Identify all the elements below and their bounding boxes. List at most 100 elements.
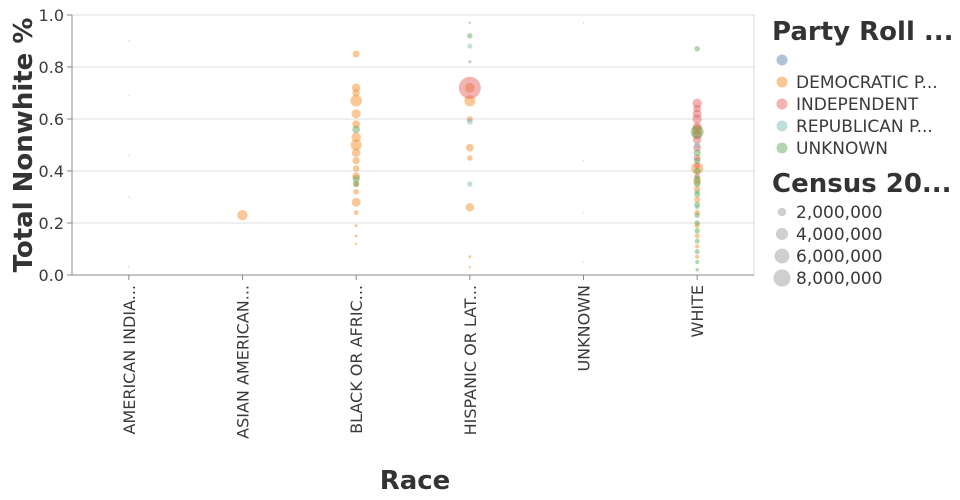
data-point xyxy=(467,155,473,161)
data-point xyxy=(127,266,130,269)
data-point xyxy=(692,129,702,140)
y-tick-label: 0.2 xyxy=(39,214,64,233)
data-point xyxy=(352,172,361,181)
data-point xyxy=(693,185,701,193)
data-point xyxy=(468,60,472,64)
data-point xyxy=(694,189,700,195)
data-point xyxy=(693,167,701,175)
color-legend-swatch xyxy=(776,98,788,110)
data-point xyxy=(693,177,702,186)
data-point xyxy=(692,98,702,109)
y-tick-label: 0.4 xyxy=(39,162,64,181)
color-legend-swatch xyxy=(776,76,788,88)
color-legend-label: UNKNOWN xyxy=(796,139,888,159)
data-point xyxy=(694,191,701,198)
data-point xyxy=(354,234,358,238)
data-point xyxy=(694,162,701,169)
size-legend-title: Census 20... xyxy=(772,169,952,199)
data-point xyxy=(127,154,130,157)
data-point xyxy=(466,115,473,123)
x-axis-title: Race xyxy=(380,466,451,496)
x-tick-label: WHITE xyxy=(688,285,707,337)
size-legend-swatch xyxy=(774,248,790,264)
x-tick-label: BLACK OR AFRIC... xyxy=(347,285,366,434)
data-point xyxy=(353,210,359,216)
data-point xyxy=(464,95,476,107)
data-point xyxy=(694,201,701,208)
data-point xyxy=(467,43,473,49)
data-point xyxy=(127,40,130,42)
data-point xyxy=(694,238,700,244)
data-point xyxy=(353,189,359,195)
x-tick-label: UNKNOWN xyxy=(575,285,594,372)
data-point xyxy=(354,242,358,246)
data-point xyxy=(468,265,472,269)
data-point xyxy=(467,33,473,39)
x-tick-label: ASIAN AMERICAN... xyxy=(234,285,253,439)
data-point xyxy=(237,209,248,221)
data-point xyxy=(693,180,701,188)
data-point xyxy=(582,261,585,263)
size-legend-label: 2,000,000 xyxy=(796,203,883,223)
data-point xyxy=(468,255,472,259)
data-point xyxy=(468,21,472,25)
data-point xyxy=(350,95,362,107)
y-tick-label: 1.0 xyxy=(39,6,64,25)
data-point xyxy=(127,94,130,97)
data-point xyxy=(694,196,701,203)
data-point xyxy=(695,259,700,265)
data-point xyxy=(693,104,702,113)
y-tick-label: 0.6 xyxy=(39,110,64,129)
data-point xyxy=(465,203,475,212)
data-points xyxy=(127,21,704,272)
color-legend-label: DEMOCRATIC P... xyxy=(796,73,938,93)
data-point xyxy=(353,180,360,188)
data-point xyxy=(695,254,700,259)
x-tick-label: AMERICAN INDIA... xyxy=(120,285,139,435)
data-point xyxy=(694,212,700,218)
data-point xyxy=(693,143,702,152)
x-tick-label: HISPANIC OR LAT... xyxy=(461,285,480,435)
data-point xyxy=(692,135,702,145)
data-point xyxy=(694,228,700,234)
data-point xyxy=(582,21,585,24)
data-point xyxy=(352,125,361,134)
data-point xyxy=(352,175,360,183)
color-legend-swatch xyxy=(776,120,788,132)
data-point xyxy=(467,181,473,187)
x-axis: AMERICAN INDIA... ASIAN AMERICAN... BLACK … xyxy=(72,274,754,439)
data-point xyxy=(692,109,702,119)
color-legend-label: REPUBLICAN P... xyxy=(796,117,933,137)
data-point xyxy=(690,125,704,139)
color-legend-label: INDEPENDENT xyxy=(796,95,919,115)
data-point xyxy=(693,154,701,162)
data-point xyxy=(694,249,700,255)
data-point xyxy=(351,197,361,207)
data-point xyxy=(694,223,700,229)
data-point xyxy=(458,76,481,99)
data-point xyxy=(352,120,361,129)
y-tick-label: 0.8 xyxy=(39,58,64,77)
data-point xyxy=(695,268,699,272)
plot-frame xyxy=(71,14,755,276)
color-legend: Party Roll ... DEMOCRATIC P...INDEPENDEN… xyxy=(772,17,954,159)
data-point xyxy=(465,83,475,93)
color-legend-title: Party Roll ... xyxy=(772,17,954,47)
data-point xyxy=(695,244,700,249)
data-point xyxy=(352,156,360,165)
data-point xyxy=(354,224,358,228)
data-point xyxy=(694,141,701,149)
size-legend-label: 6,000,000 xyxy=(796,247,883,267)
size-legend-swatch xyxy=(777,207,787,217)
data-point xyxy=(694,173,700,179)
data-point xyxy=(465,143,474,152)
data-point xyxy=(693,157,701,164)
data-point xyxy=(350,139,362,151)
data-point xyxy=(466,118,473,125)
size-legend-swatch xyxy=(775,227,789,241)
size-legend-label: 8,000,000 xyxy=(796,269,883,289)
data-point xyxy=(691,124,703,135)
data-point xyxy=(694,209,700,216)
color-legend-swatch xyxy=(776,142,788,154)
data-point xyxy=(352,165,360,172)
